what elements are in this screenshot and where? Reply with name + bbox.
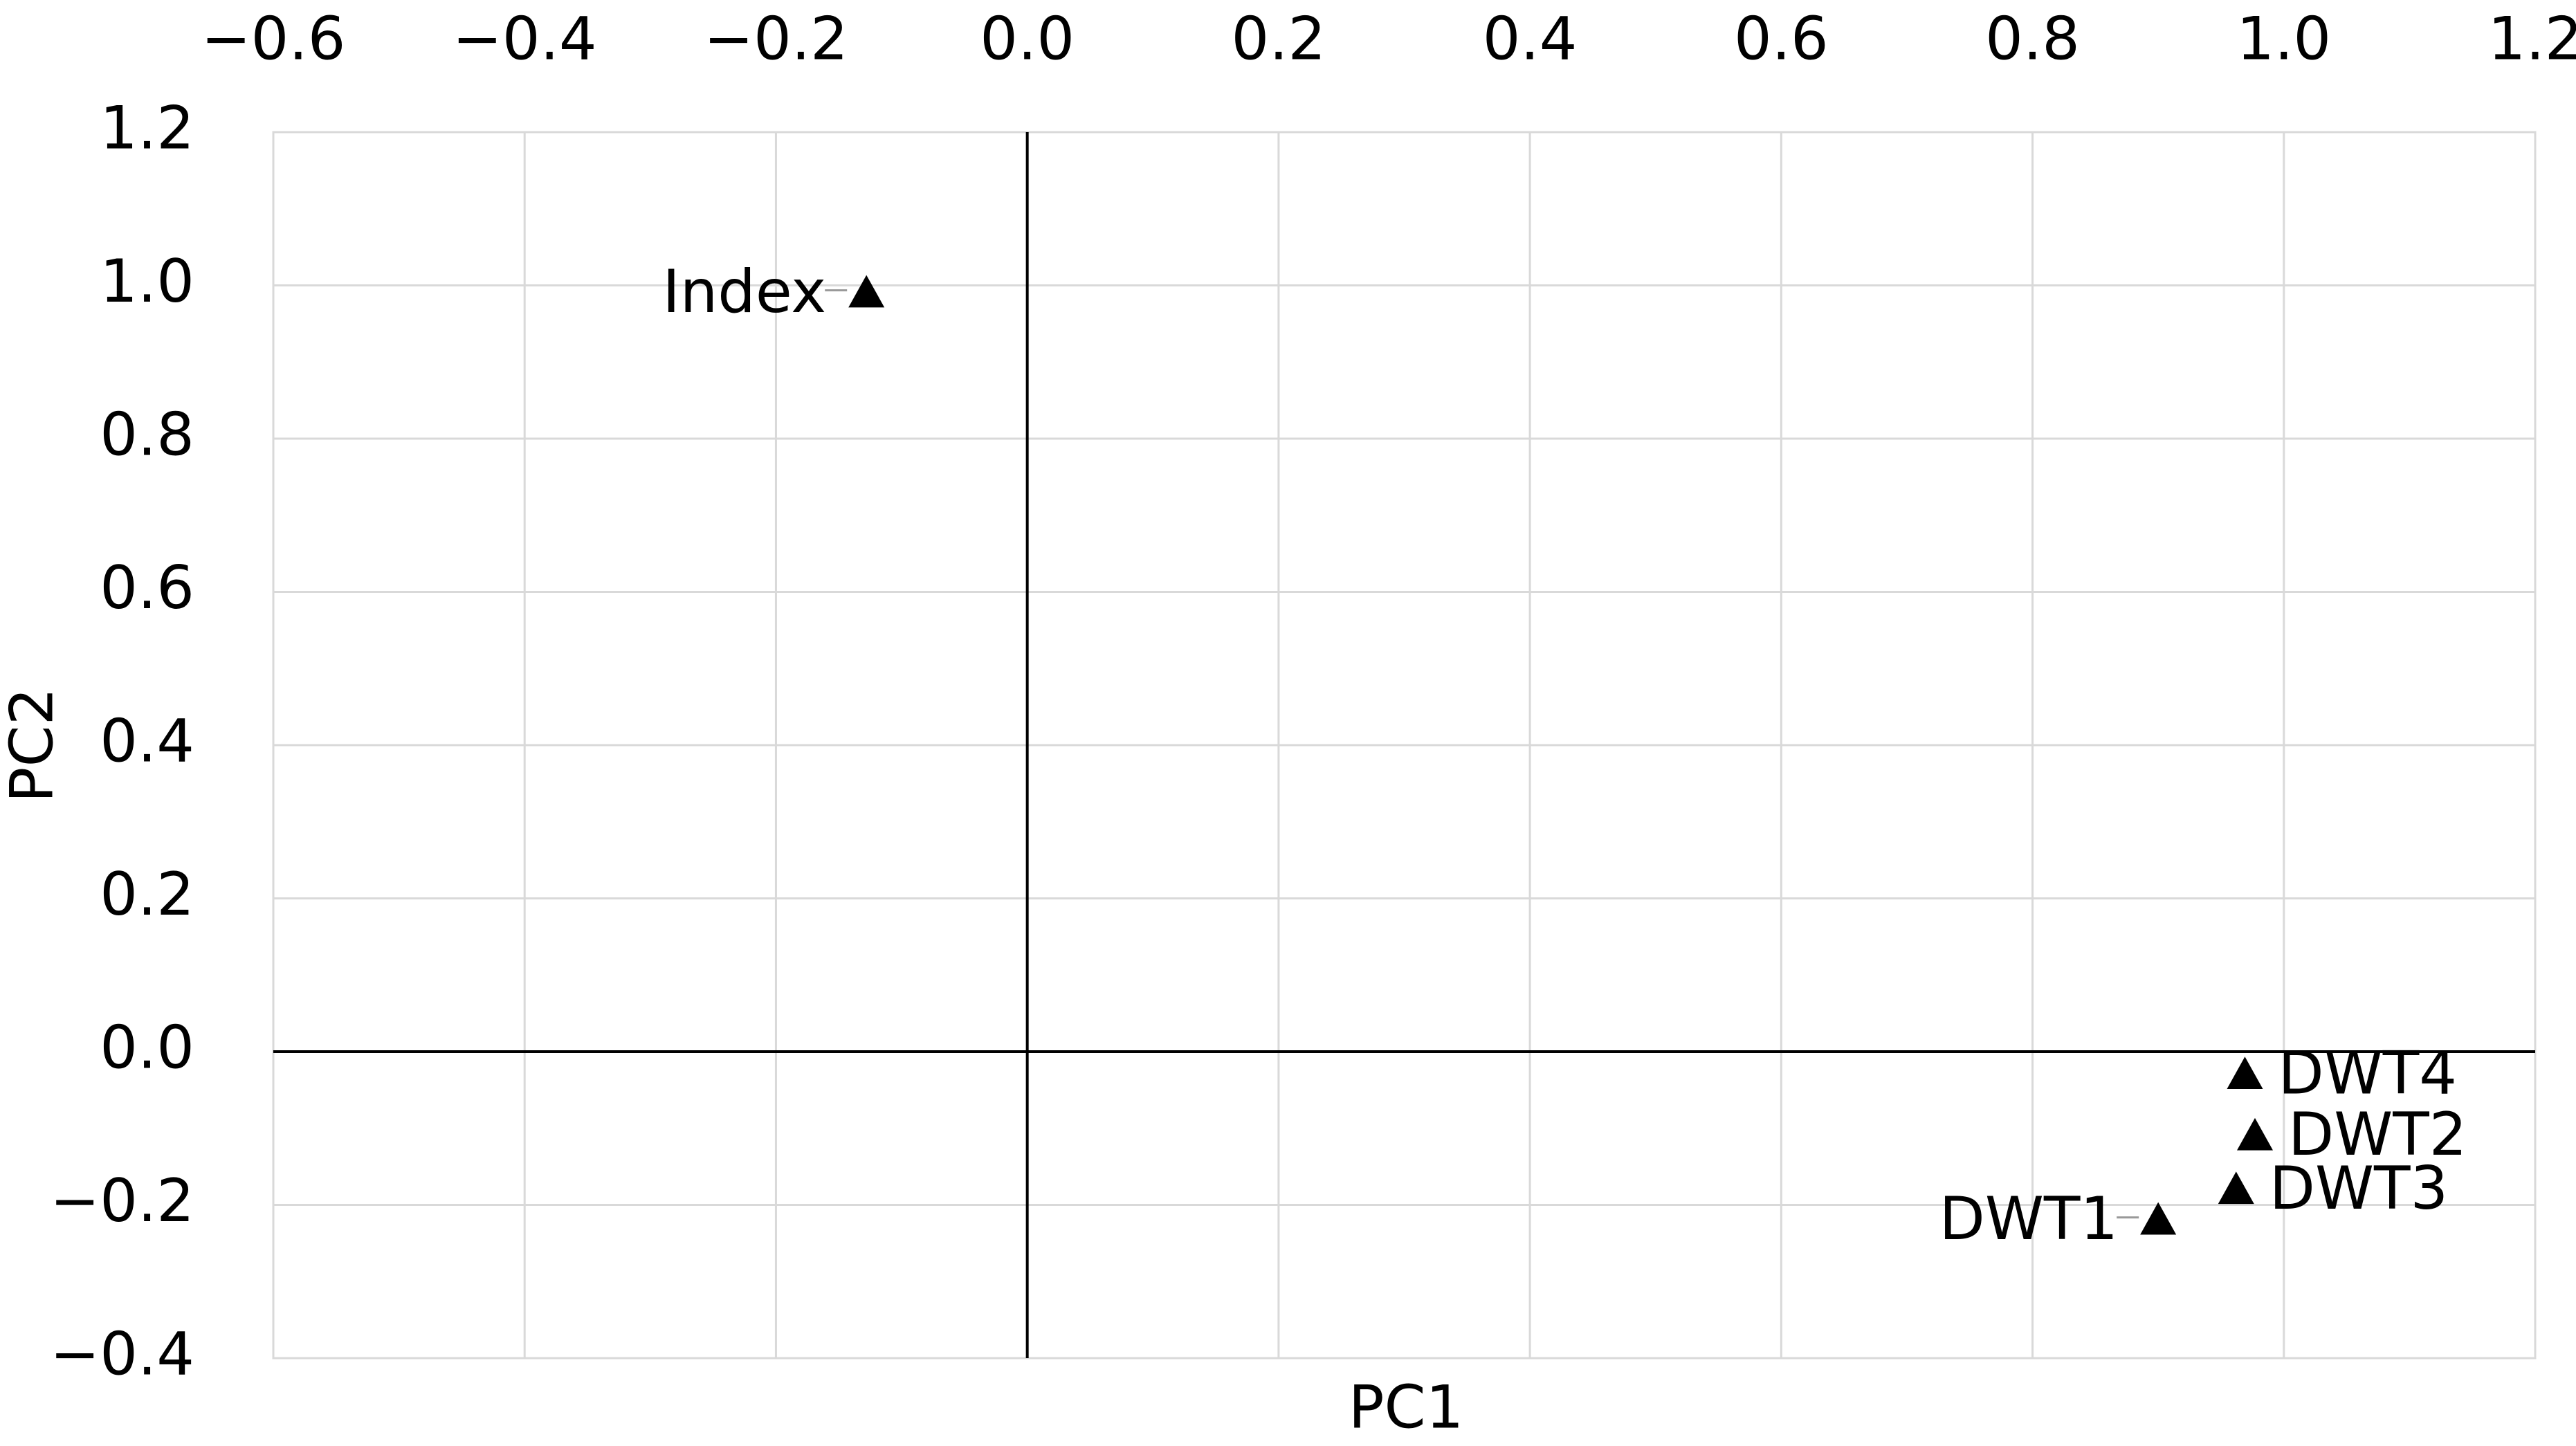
- x-tick-label: 0.4: [1483, 4, 1578, 73]
- x-tick-label: 1.2: [2488, 4, 2576, 73]
- x-tick-label: 0.0: [980, 4, 1075, 73]
- x-tick-label: 0.6: [1734, 4, 1829, 73]
- y-axis-label: PC2: [0, 688, 66, 803]
- point: [2227, 1056, 2263, 1090]
- y-tick-label: 0.8: [100, 400, 194, 469]
- point-label: DWT3: [2269, 1154, 2449, 1223]
- y-tick-label: 0.0: [100, 1013, 194, 1082]
- point: [2237, 1117, 2274, 1151]
- point: [848, 275, 885, 308]
- point: [2218, 1171, 2254, 1205]
- y-tick-label: 1.2: [100, 93, 194, 163]
- y-tick-label: 1.0: [100, 247, 194, 316]
- y-tick-label: 0.4: [100, 706, 194, 776]
- y-tick-label: −0.4: [50, 1319, 194, 1389]
- x-axis-label: PC1: [1349, 1373, 1464, 1442]
- y-tick-label: −0.2: [50, 1166, 194, 1236]
- x-tick-label: 0.2: [1231, 4, 1326, 73]
- x-tick-label: 1.0: [2236, 4, 2331, 73]
- x-tick-label: −0.4: [453, 4, 597, 73]
- point-label: DWT1: [1939, 1184, 2119, 1254]
- point-label: DWT2: [2288, 1100, 2467, 1169]
- x-tick-label: −0.2: [704, 4, 848, 73]
- point-label: DWT4: [2278, 1039, 2457, 1108]
- y-tick-label: 0.6: [100, 553, 194, 623]
- y-tick-label: 0.2: [100, 860, 194, 929]
- x-tick-label: 0.8: [1985, 4, 2080, 73]
- x-tick-label: −0.6: [201, 4, 346, 73]
- point: [2140, 1202, 2177, 1235]
- point-label: Index: [662, 257, 826, 327]
